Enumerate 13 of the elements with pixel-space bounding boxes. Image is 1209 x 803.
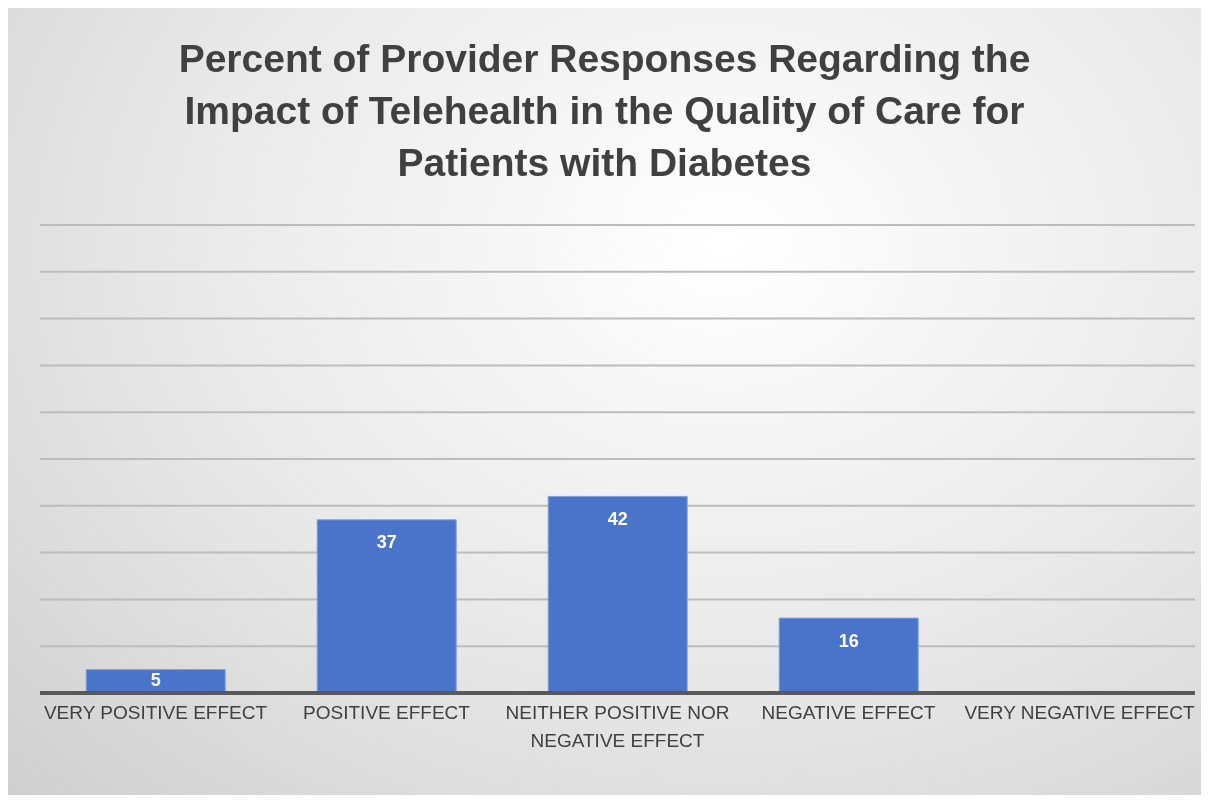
x-tick-label: NEGATIVE EFFECT [761, 702, 936, 723]
x-tick-label: VERY NEGATIVE EFFECT [964, 702, 1195, 723]
x-tick-label: NEITHER POSITIVE NOR NEGATIVE EFFECT [505, 702, 730, 751]
bar [547, 495, 688, 693]
bar [316, 519, 457, 693]
bar [778, 617, 919, 693]
data-label: 37 [376, 532, 397, 553]
data-label: 42 [607, 508, 628, 529]
data-label: 5 [150, 669, 161, 690]
x-tick-label: VERY POSITIVE EFFECT [43, 702, 268, 723]
chart-title: Percent of Provider Responses Regarding the Impact of Telehealth in the Quality of Care for Patients with Diabetes [177, 35, 1032, 186]
data-label: 16 [838, 630, 859, 651]
x-tick-label: POSITIVE EFFECT [303, 702, 471, 723]
